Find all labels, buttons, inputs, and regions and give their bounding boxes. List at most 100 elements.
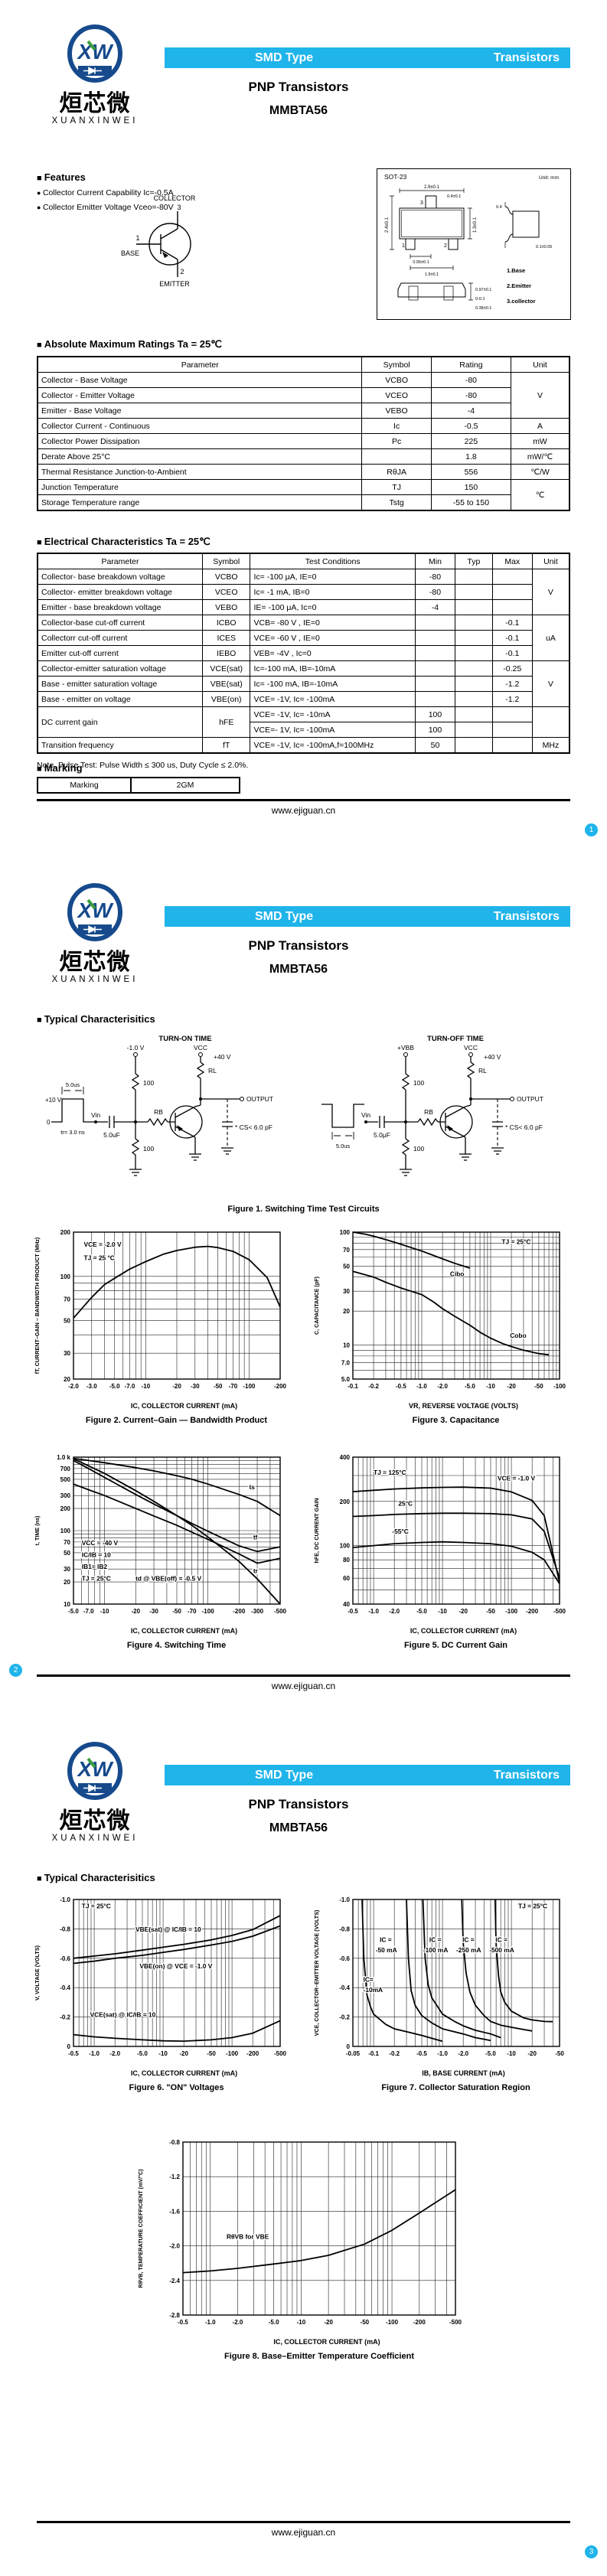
brand-name-en: XUANXINWEI bbox=[51, 116, 139, 126]
table-cell: Storage Temperature range bbox=[37, 494, 363, 511]
package-unit: Unit: mm bbox=[539, 175, 559, 181]
table-cell: Collector - Emitter Voltage bbox=[37, 387, 363, 403]
table-cell: -0.1 bbox=[491, 630, 533, 646]
table-cell: fT bbox=[201, 737, 251, 754]
x-tick-label: -100 bbox=[553, 1383, 566, 1390]
chart-annotation: -100 mA bbox=[423, 1946, 449, 1954]
y-tick-label: 70 bbox=[64, 1296, 70, 1303]
cs-label: * CS< 6.0 pF bbox=[235, 1123, 272, 1131]
table-cell bbox=[491, 584, 533, 600]
x-tick-label: -50 bbox=[361, 2319, 370, 2326]
table-cell: V bbox=[531, 569, 570, 615]
series-Cibo bbox=[352, 1231, 471, 1269]
y-tick-label: 100 bbox=[340, 1229, 351, 1236]
x-tick-label: -5.0 bbox=[137, 2050, 148, 2057]
table-cell bbox=[414, 615, 456, 631]
fig8-chart: -0.5 -1.0 -2.0 -5.0 -10 -20 -50 -100 -200 -500 -0.… bbox=[134, 2134, 471, 2361]
x-tick-label: -50 bbox=[207, 2050, 216, 2057]
brand-name-cn: 烜芯微 bbox=[59, 91, 131, 116]
table-cell: V bbox=[511, 372, 570, 419]
y-tick-label: -0.8 bbox=[339, 1925, 350, 1932]
x-tick-label: -70 bbox=[188, 1608, 197, 1615]
table-cell: Collector-base cut-off current bbox=[37, 615, 203, 631]
table-cell: V bbox=[531, 660, 570, 707]
x-tick-label: -1.0 bbox=[416, 1383, 427, 1390]
x-tick-label: -10 bbox=[507, 2050, 516, 2057]
table-row: Junction Temperature TJ 150 ℃ bbox=[37, 479, 570, 511]
table-row: Collector-emitter saturation voltage VCE(… bbox=[37, 660, 570, 707]
table-cell: VCEO bbox=[201, 584, 251, 600]
x-axis-label: IB, BASE CURRENT (mA) bbox=[422, 2069, 505, 2077]
x-tick-label: -0.1 bbox=[348, 1383, 358, 1390]
chart-annotation: RθVB for VBE bbox=[227, 2233, 269, 2241]
chart-annotation: 25°C bbox=[398, 1499, 413, 1507]
x-tick-label: -200 bbox=[413, 2319, 426, 2326]
table-cell: Ic= -1 mA, IB=0 bbox=[250, 584, 416, 600]
footer-url: www.ejiguan.cn bbox=[271, 805, 336, 816]
y-tick-label: 30 bbox=[64, 1350, 70, 1357]
brand-name-en: XUANXINWEI bbox=[51, 1834, 139, 1843]
table-cell: Collector - Base Voltage bbox=[37, 372, 363, 388]
x-tick-label: -1.0 bbox=[205, 2319, 216, 2326]
y-tick-label: -0.8 bbox=[169, 2139, 180, 2146]
page-number-badge: 2 bbox=[9, 1664, 22, 1677]
table-cell: -0.25 bbox=[491, 660, 533, 677]
figure-caption: Figure 2. Current–Gain — Bandwidth Produ… bbox=[85, 1416, 268, 1425]
table-cell bbox=[455, 676, 493, 692]
table-cell bbox=[414, 691, 456, 707]
figure-caption: Figure 7. Collector Saturation Region bbox=[381, 2083, 530, 2092]
figure-caption: Figure 3. Capacitance bbox=[412, 1416, 500, 1425]
y-tick-label: 200 bbox=[340, 1498, 351, 1505]
brand-logo-icon: XW bbox=[67, 24, 122, 83]
x-tick-label: -0.5 bbox=[178, 2319, 188, 2326]
x-tick-label: -20 bbox=[527, 2050, 537, 2057]
series-TJ = -55°C bbox=[352, 1541, 560, 1584]
series-IC = -250 mA bbox=[461, 1899, 533, 2032]
abs-max-title: Absolute Maximum Ratings Ta = 25℃ bbox=[37, 338, 570, 351]
table-cell bbox=[455, 660, 493, 677]
chart-annotation: ts bbox=[250, 1483, 256, 1491]
y-tick-label: -0.6 bbox=[60, 1955, 70, 1962]
y-tick-label: 100 bbox=[340, 1543, 351, 1550]
r-dn-label: 100 bbox=[143, 1145, 154, 1153]
chart-annotation: tr bbox=[253, 1567, 259, 1575]
legend-emitter: 2.Emitter bbox=[507, 282, 531, 289]
table-cell: VCE= -60 V , IE=0 bbox=[250, 630, 416, 646]
pad1-number: 1 bbox=[402, 243, 405, 249]
y-tick-label: 200 bbox=[60, 1505, 71, 1512]
table-cell: 100 bbox=[414, 706, 456, 722]
table-cell: -80 bbox=[430, 372, 512, 388]
page-number-badge: 3 bbox=[585, 2545, 598, 2558]
banner-right-label: Transistors bbox=[493, 1768, 560, 1782]
table-cell: VCE=- 1V, Ic= -100mA bbox=[250, 722, 416, 738]
x-tick-label: -7.0 bbox=[125, 1383, 135, 1390]
column-header: Test Conditions bbox=[250, 553, 416, 569]
page-number-badge: 1 bbox=[585, 823, 598, 836]
y-tick-label: 30 bbox=[64, 1566, 70, 1573]
table-cell: -80 bbox=[414, 569, 456, 585]
rl-label: RL bbox=[478, 1067, 487, 1074]
table-row: Collector- base breakdown voltage VCBO Ic=… bbox=[37, 569, 570, 615]
series-td bbox=[73, 1483, 281, 1564]
pinout-base-label: BASE bbox=[121, 249, 139, 257]
y-tick-label: -1.6 bbox=[169, 2208, 180, 2215]
turn-off-title: TURN-OFF TIME bbox=[427, 1035, 484, 1043]
chart-annotation: VCE = -1.0 V bbox=[498, 1475, 536, 1482]
series-IC = -500 mA bbox=[494, 1899, 553, 2023]
table-cell: 150 bbox=[430, 479, 512, 495]
x-tick-label: -2.0 bbox=[233, 2319, 243, 2326]
table-cell: ℃/W bbox=[511, 464, 570, 480]
table-cell: Ic=-100 mA, IB=-10mA bbox=[250, 660, 416, 677]
x-tick-label: -20 bbox=[324, 2319, 333, 2326]
table-cell bbox=[414, 630, 456, 646]
rb-label: RB bbox=[154, 1108, 163, 1116]
turn-on-title: TURN-ON TIME bbox=[158, 1035, 211, 1043]
x-tick-label: -100 bbox=[386, 2319, 399, 2326]
header-banner: SMD Type Transistors bbox=[165, 1765, 570, 1785]
chart-annotation: VBE(on) @ VCE = -1.0 V bbox=[139, 1962, 212, 1970]
y-tick-label: -0.2 bbox=[60, 2014, 70, 2021]
table-cell: VEBO bbox=[201, 599, 251, 615]
y-tick-label: 0 bbox=[347, 2043, 351, 2050]
table-cell bbox=[455, 645, 493, 661]
chart-canvas: -2.0 -3.0 -5.0 -7.0 -10 -20 -30 -50 -70 -100 -200 2… bbox=[34, 1229, 287, 1390]
